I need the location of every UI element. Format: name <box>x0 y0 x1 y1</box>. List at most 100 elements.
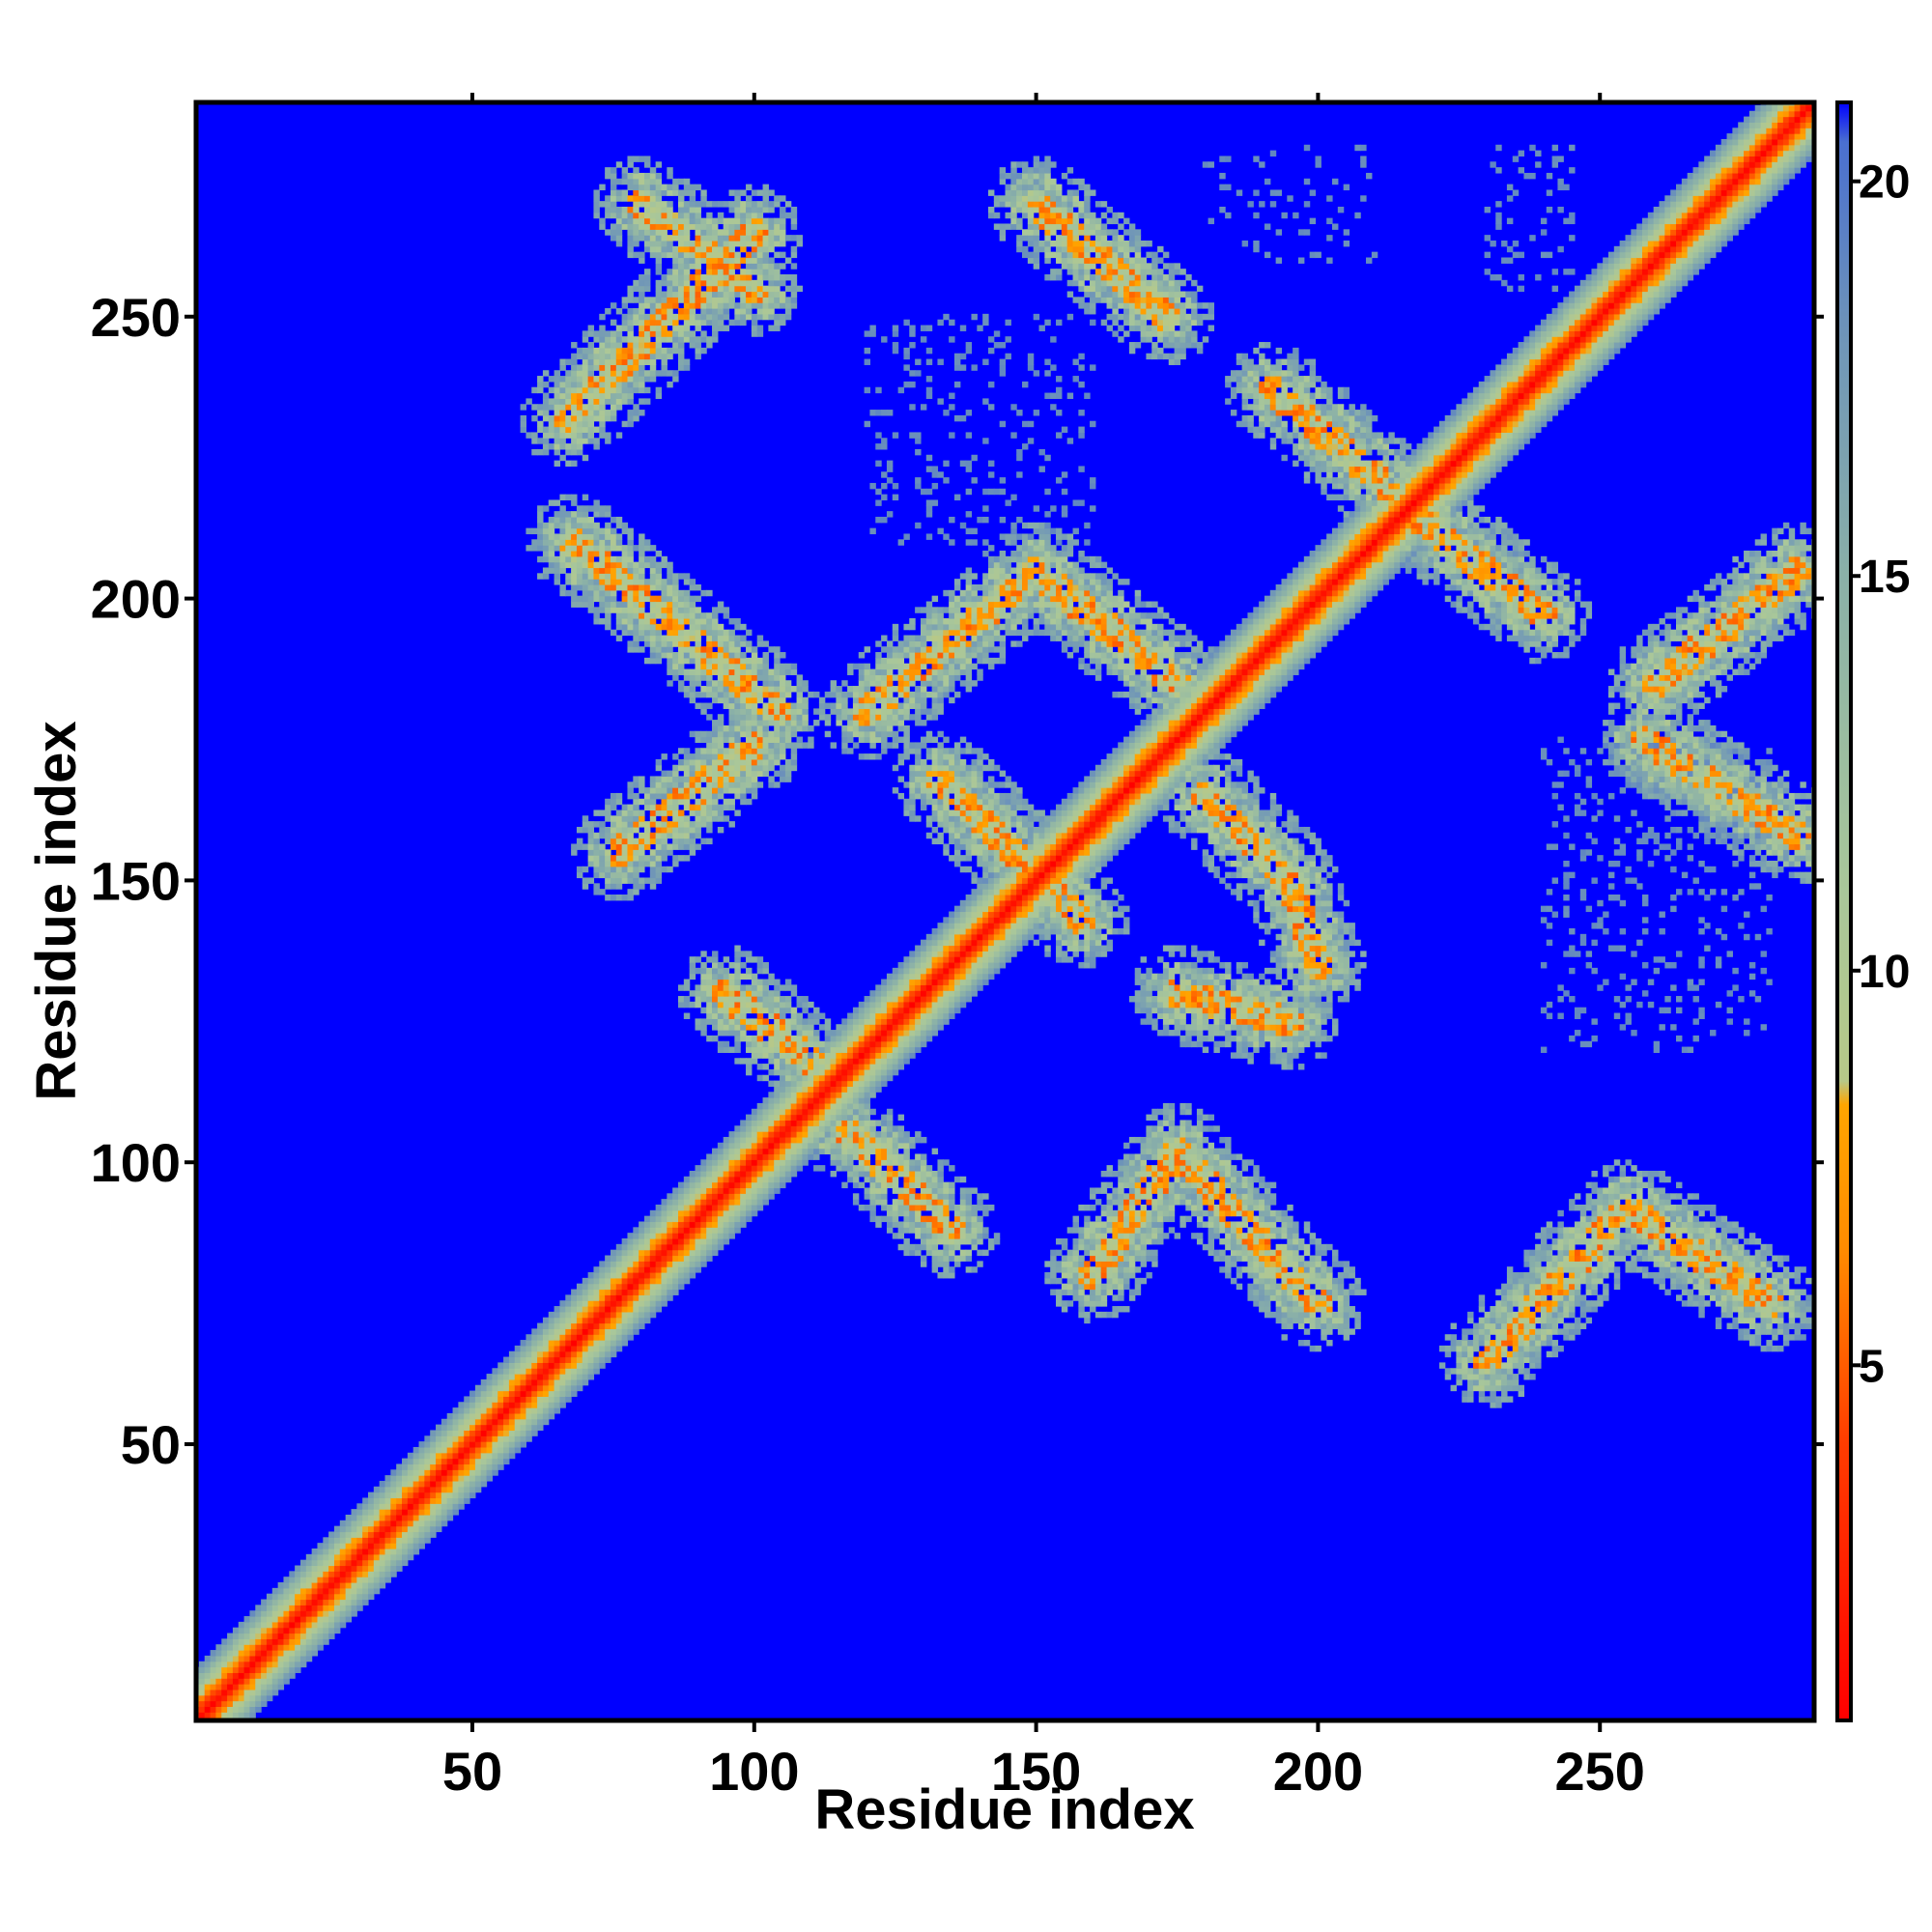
heatmap-cell <box>615 1322 623 1329</box>
heatmap-cell <box>728 245 735 253</box>
heatmap-cell <box>768 1181 775 1189</box>
heatmap-cell <box>215 1650 222 1657</box>
heatmap-cell <box>734 787 741 794</box>
heatmap-cell <box>299 1650 307 1657</box>
heatmap-cell <box>621 1272 629 1279</box>
heatmap-cell <box>599 1306 606 1313</box>
heatmap-cell <box>639 178 645 185</box>
heatmap-cell <box>780 1125 786 1132</box>
heatmap-cell <box>255 1638 262 1645</box>
heatmap-cell <box>768 691 775 698</box>
heatmap-cell <box>289 1582 296 1589</box>
heatmap-cell <box>689 302 696 309</box>
heatmap-cell <box>774 1131 781 1138</box>
heatmap-cell <box>605 877 611 884</box>
heatmap-cell <box>695 184 701 191</box>
heatmap-cell <box>436 1475 442 1482</box>
heatmap-cell <box>362 1503 369 1510</box>
heatmap-cell <box>661 1209 668 1217</box>
heatmap-cell <box>436 1446 442 1454</box>
heatmap-cell <box>689 787 696 794</box>
heatmap-cell <box>712 1238 719 1245</box>
heatmap-cell <box>667 589 673 597</box>
heatmap-cell <box>486 1407 493 1414</box>
heatmap-cell <box>508 1356 516 1363</box>
heatmap-cell <box>605 1261 611 1267</box>
heatmap-cell <box>813 1120 820 1126</box>
heatmap-cell <box>639 838 645 845</box>
heatmap-cell <box>643 353 651 360</box>
heatmap-cell <box>751 297 758 303</box>
heatmap-cell <box>554 386 561 394</box>
heatmap-cell <box>492 1374 498 1380</box>
heatmap-cell <box>830 742 837 749</box>
heatmap-cell <box>458 1441 465 1448</box>
heatmap-cell <box>746 691 753 698</box>
heatmap-cell <box>542 1362 550 1369</box>
heatmap-cell <box>537 539 544 546</box>
heatmap-cell <box>633 607 639 613</box>
heatmap-cell <box>639 855 645 862</box>
heatmap-cell <box>582 1300 589 1307</box>
heatmap-cell <box>565 1378 572 1386</box>
heatmap-cell <box>790 1024 798 1031</box>
heatmap-cell <box>221 1700 228 1707</box>
heatmap-cell <box>576 1311 583 1319</box>
heatmap-cell <box>700 1255 707 1262</box>
heatmap-cell <box>717 245 724 253</box>
heatmap-cell <box>486 1441 493 1448</box>
heatmap-cell <box>661 235 668 242</box>
heatmap-cell <box>683 1243 691 1251</box>
heatmap-cell <box>537 1407 544 1414</box>
heatmap-cell <box>531 448 538 456</box>
heatmap-cell <box>424 1503 431 1510</box>
heatmap-cell <box>610 815 617 822</box>
heatmap-cell <box>356 1582 363 1589</box>
heatmap-cell <box>554 1340 561 1347</box>
heatmap-cell <box>790 1170 798 1178</box>
heatmap-cell <box>520 1430 526 1436</box>
heatmap-cell <box>784 1131 792 1138</box>
heatmap-cell <box>756 1046 764 1053</box>
heatmap-cell <box>655 595 663 603</box>
heatmap-cell <box>790 1165 798 1172</box>
heatmap-cell <box>796 1058 803 1065</box>
heatmap-cell <box>717 1238 724 1245</box>
heatmap-cell <box>734 263 741 270</box>
heatmap-cell <box>661 781 668 788</box>
heatmap-cell <box>362 1582 369 1589</box>
heatmap-cell <box>548 1384 555 1392</box>
heatmap-cell <box>440 1424 448 1432</box>
heatmap-cell <box>610 798 617 806</box>
heatmap-cell <box>689 804 696 811</box>
heatmap-cell <box>305 1633 313 1639</box>
heatmap-cell <box>746 313 753 321</box>
heatmap-cell <box>740 313 747 321</box>
heatmap-cell <box>712 291 719 298</box>
heatmap-cell <box>474 1475 482 1482</box>
heatmap-cell <box>621 584 629 591</box>
heatmap-cell <box>627 792 634 800</box>
heatmap-cell <box>717 764 724 772</box>
heatmap-cell <box>639 381 645 388</box>
heatmap-cell <box>571 539 578 546</box>
heatmap-cell <box>396 1537 403 1544</box>
heatmap-cell <box>756 257 764 264</box>
heatmap-cell <box>559 589 566 597</box>
heatmap-cell <box>706 285 713 293</box>
heatmap-cell <box>396 1559 403 1567</box>
heatmap-cell <box>508 1374 516 1380</box>
heatmap-cell <box>683 646 691 653</box>
heatmap-cell <box>852 1046 860 1053</box>
heatmap-cell <box>542 381 550 388</box>
heatmap-cell <box>723 680 730 687</box>
heatmap-cell <box>689 821 696 828</box>
heatmap-cell <box>362 1599 369 1605</box>
heatmap-cell <box>661 1243 668 1251</box>
heatmap-cell <box>526 1374 532 1380</box>
heatmap-cell <box>464 1441 470 1448</box>
heatmap-cell <box>683 325 691 331</box>
heatmap-cell <box>633 1238 639 1245</box>
heatmap-cell <box>689 274 696 281</box>
heatmap-cell <box>249 1684 256 1690</box>
